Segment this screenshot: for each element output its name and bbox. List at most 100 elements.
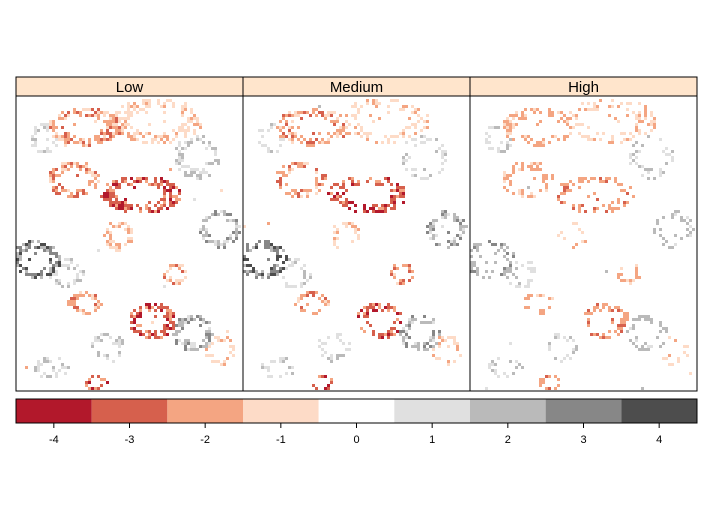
raster-cell bbox=[644, 117, 647, 120]
raster-cell bbox=[638, 132, 641, 135]
raster-cell bbox=[291, 138, 294, 141]
raster-cell bbox=[37, 360, 40, 363]
raster-cell bbox=[37, 150, 40, 153]
raster-cell bbox=[620, 132, 623, 135]
raster-cell bbox=[626, 330, 629, 333]
raster-cell bbox=[303, 276, 306, 279]
raster-cell bbox=[626, 315, 629, 318]
raster-cell bbox=[76, 165, 79, 168]
raster-cell bbox=[354, 231, 357, 234]
raster-cell bbox=[387, 333, 390, 336]
raster-cell bbox=[551, 174, 554, 177]
raster-cell bbox=[668, 354, 671, 357]
raster-cell bbox=[76, 189, 79, 192]
raster-cell bbox=[399, 282, 402, 285]
raster-cell bbox=[635, 129, 638, 132]
raster-cell bbox=[31, 240, 34, 243]
raster-cell bbox=[608, 204, 611, 207]
raster-cell bbox=[429, 138, 432, 141]
raster-cell bbox=[414, 132, 417, 135]
colorkey-swatch bbox=[243, 399, 319, 423]
raster-cell bbox=[121, 207, 124, 210]
raster-cell bbox=[372, 306, 375, 309]
raster-cell bbox=[285, 120, 288, 123]
raster-cell bbox=[276, 171, 279, 174]
raster-cell bbox=[509, 261, 512, 264]
raster-cell bbox=[217, 159, 220, 162]
raster-cell bbox=[623, 204, 626, 207]
raster-cell bbox=[653, 126, 656, 129]
raster-cell bbox=[112, 192, 115, 195]
raster-cell bbox=[363, 315, 366, 318]
raster-cell bbox=[456, 219, 459, 222]
raster-cell bbox=[381, 141, 384, 144]
raster-cell bbox=[375, 303, 378, 306]
raster-cell bbox=[151, 333, 154, 336]
raster-cell bbox=[190, 168, 193, 171]
raster-cell bbox=[79, 111, 82, 114]
raster-cell bbox=[61, 168, 64, 171]
raster-cell bbox=[375, 204, 378, 207]
raster-cell bbox=[133, 108, 136, 111]
raster-cell bbox=[103, 114, 106, 117]
raster-cell bbox=[488, 363, 491, 366]
raster-cell bbox=[291, 372, 294, 375]
raster-cell bbox=[309, 189, 312, 192]
raster-cell bbox=[593, 102, 596, 105]
raster-cell bbox=[387, 141, 390, 144]
raster-cell bbox=[267, 369, 270, 372]
raster-cell bbox=[587, 312, 590, 315]
raster-cell bbox=[163, 195, 166, 198]
raster-cell bbox=[524, 114, 527, 117]
raster-cell bbox=[88, 378, 91, 381]
raster-cell bbox=[369, 177, 372, 180]
raster-cell bbox=[387, 111, 390, 114]
raster-cell bbox=[169, 318, 172, 321]
raster-cell bbox=[172, 195, 175, 198]
raster-cell bbox=[199, 231, 202, 234]
raster-cell bbox=[157, 99, 160, 102]
raster-cell bbox=[572, 204, 575, 207]
raster-cell bbox=[563, 201, 566, 204]
raster-cell bbox=[459, 219, 462, 222]
raster-cell bbox=[91, 387, 94, 390]
raster-cell bbox=[444, 216, 447, 219]
raster-cell bbox=[363, 132, 366, 135]
raster-cell bbox=[372, 330, 375, 333]
raster-cell bbox=[243, 255, 246, 258]
raster-cell bbox=[351, 222, 354, 225]
raster-cell bbox=[43, 267, 46, 270]
raster-cell bbox=[411, 105, 414, 108]
raster-cell bbox=[118, 336, 121, 339]
raster-cell bbox=[16, 258, 19, 261]
raster-cell bbox=[599, 180, 602, 183]
raster-cell bbox=[49, 261, 52, 264]
raster-cell bbox=[653, 117, 656, 120]
raster-cell bbox=[503, 255, 506, 258]
raster-cell bbox=[545, 177, 548, 180]
raster-cell bbox=[184, 270, 187, 273]
raster-cell bbox=[360, 135, 363, 138]
raster-cell bbox=[145, 111, 148, 114]
raster-cell bbox=[106, 129, 109, 132]
raster-cell bbox=[136, 180, 139, 183]
raster-cell bbox=[291, 162, 294, 165]
raster-cell bbox=[665, 327, 668, 330]
raster-cell bbox=[297, 111, 300, 114]
raster-cell bbox=[494, 372, 497, 375]
raster-cell bbox=[506, 189, 509, 192]
raster-cell bbox=[324, 177, 327, 180]
raster-cell bbox=[279, 144, 282, 147]
raster-cell bbox=[127, 123, 130, 126]
raster-cell bbox=[578, 177, 581, 180]
raster-cell bbox=[339, 114, 342, 117]
raster-cell bbox=[303, 270, 306, 273]
raster-cell bbox=[626, 108, 629, 111]
raster-cell bbox=[569, 357, 572, 360]
raster-cell bbox=[360, 129, 363, 132]
raster-cell bbox=[423, 126, 426, 129]
raster-cell bbox=[73, 306, 76, 309]
raster-cell bbox=[662, 327, 665, 330]
raster-cell bbox=[130, 126, 133, 129]
raster-cell bbox=[79, 291, 82, 294]
